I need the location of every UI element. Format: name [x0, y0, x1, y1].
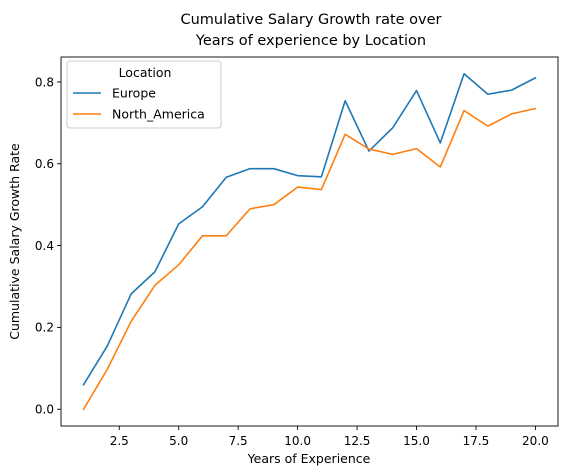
legend-title: Location [119, 65, 172, 80]
plot-frame [60, 56, 559, 427]
legend-label-north-america: North_America [112, 107, 205, 122]
y-tick-label: 0.6 [35, 157, 54, 171]
series-line-europe [82, 72, 537, 386]
legend-box [66, 60, 222, 129]
x-tick-label: 20.0 [522, 434, 549, 448]
legend: Location Europe North_America [66, 60, 222, 129]
y-axis-ticks: 0.0 0.2 0.4 0.6 0.8 [35, 75, 61, 417]
x-tick-label: 10.0 [284, 434, 311, 448]
y-tick-label: 0.0 [35, 403, 54, 417]
chart-title-line-2: Years of experience by Location [195, 33, 426, 49]
chart-title-line-1: Cumulative Salary Growth rate over [180, 12, 441, 28]
x-tick-label: 15.0 [403, 434, 430, 448]
y-tick-label: 0.4 [35, 239, 54, 253]
x-axis-label: Years of Experience [247, 451, 371, 466]
x-tick-label: 2.5 [110, 434, 129, 448]
series-line-north-america [82, 107, 537, 411]
x-tick-label: 12.5 [344, 434, 371, 448]
y-tick-label: 0.2 [35, 321, 54, 335]
x-tick-label: 17.5 [463, 434, 490, 448]
x-axis-ticks: 2.5 5.0 7.5 10.0 12.5 15.0 17.5 20.0 [110, 426, 549, 448]
y-tick-label: 0.8 [35, 75, 54, 89]
x-tick-label: 5.0 [169, 434, 188, 448]
x-tick-label: 7.5 [229, 434, 248, 448]
y-axis-label: Cumulative Salary Growth Rate [7, 143, 22, 340]
series-layer [82, 72, 537, 411]
legend-label-europe: Europe [112, 86, 156, 101]
